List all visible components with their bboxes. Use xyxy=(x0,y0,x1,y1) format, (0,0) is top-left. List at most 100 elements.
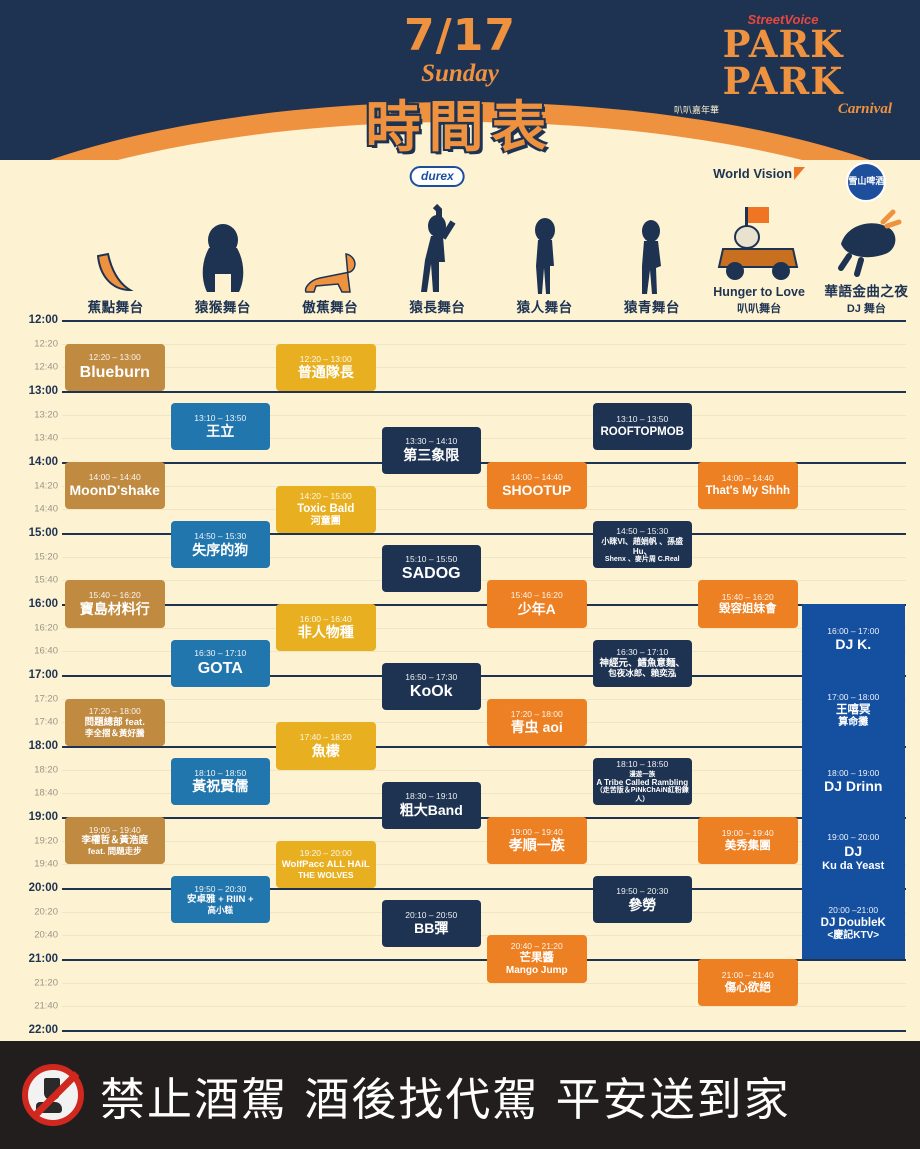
event-block[interactable]: 18:10 – 18:50 黃祝賢儒 xyxy=(170,757,270,806)
stage-column-7: 14:00 – 14:40 That's My Shhh 15:40 – 16:20… xyxy=(695,320,801,1030)
event-time: 20:40 – 21:20 xyxy=(510,940,563,951)
event-block[interactable]: 15:40 – 16:20 少年A xyxy=(487,580,587,628)
parkpark-label: PARK PARK xyxy=(722,22,844,103)
grid-line xyxy=(62,414,906,416)
stage-header-3[interactable]: 傲蕉舞台 xyxy=(277,160,384,320)
event-block[interactable]: 18:00 – 19:00 DJ Drinn xyxy=(801,746,905,817)
date-text: 7/17 xyxy=(404,10,516,61)
event-block[interactable]: 20:00 –21:00 DJ DoubleK <慶記KTV> xyxy=(801,888,905,959)
event-name: 李權哲＆黃浩庭 xyxy=(81,835,148,847)
event-name: 參勞 xyxy=(628,896,657,913)
event-block[interactable]: 15:40 – 16:20 寶島材料行 xyxy=(65,580,165,628)
event-name: WolfPacc ALL HAiL xyxy=(281,858,370,870)
event-block[interactable]: 15:10 – 15:50 SADOG xyxy=(381,544,481,593)
event-time: 18:00 – 19:00 xyxy=(827,767,880,778)
event-time: 15:40 – 16:20 xyxy=(721,591,774,602)
time-tick: 19:20 xyxy=(34,835,58,847)
event-block[interactable]: 14:50 – 15:30 小眯VI、趙娟帆 、孫盛Hu、 Shenx 、麥片周 C… xyxy=(592,521,692,569)
event-block[interactable]: 16:00 – 16:40 非人物種 xyxy=(276,604,376,652)
event-block[interactable]: 19:00 – 19:40 李權哲＆黃浩庭 feat. 問題走步 xyxy=(65,817,165,865)
event-block[interactable]: 19:00 – 19:40 美秀集團 xyxy=(698,817,798,865)
event-time: 18:10 – 18:50 xyxy=(616,759,669,770)
event-block[interactable]: 16:30 – 17:10 神經元、鱈魚意麵、 包夜冰郎、賴奕泓 xyxy=(592,639,692,687)
grid-line xyxy=(62,935,906,937)
event-block[interactable]: 14:00 – 14:40 That's My Shhh xyxy=(698,462,798,510)
stage-header-7[interactable]: World Vision Hunger to Love 叭叭舞台 xyxy=(706,160,813,320)
event-block[interactable]: 16:30 – 17:10 GOTA xyxy=(170,639,270,687)
ape-knuckle-icon xyxy=(298,200,362,296)
event-block[interactable]: 20:10 – 20:50 BB彈 xyxy=(381,899,481,948)
stage-header-5[interactable]: 猿人舞台 xyxy=(491,160,598,320)
event-subname: 高小糕 xyxy=(207,905,233,916)
event-block[interactable]: 17:20 – 18:00 青虫 aoi xyxy=(487,698,587,746)
grid-line xyxy=(62,1006,906,1008)
event-name: 第三象限 xyxy=(403,446,460,463)
event-block[interactable]: 13:10 – 13:50 王立 xyxy=(170,402,270,451)
event-block[interactable]: 14:00 – 14:40 MoonD'shake xyxy=(65,462,165,510)
event-name: BB彈 xyxy=(414,920,449,937)
footer-banner: 禁止酒駕 酒後找代駕 平安送到家 xyxy=(0,1041,920,1149)
event-block[interactable]: 17:40 – 18:20 魚檬 xyxy=(276,722,376,770)
event-block[interactable]: 14:50 – 15:30 失序的狗 xyxy=(170,521,270,569)
event-block[interactable]: 20:40 – 21:20 芒果醬 Mango Jump xyxy=(487,935,587,983)
event-block[interactable]: 19:20 – 20:00 WolfPacc ALL HAiL THE WOLVES xyxy=(276,840,376,888)
event-block[interactable]: 18:30 – 19:10 粗大Band xyxy=(381,781,481,829)
event-time: 13:30 – 14:10 xyxy=(405,436,458,447)
stage-name-label: Hunger to Love xyxy=(713,285,805,300)
time-tick: 21:40 xyxy=(34,1000,58,1012)
footer-text: 禁止酒駕 酒後找代駕 平安送到家 xyxy=(100,1072,791,1126)
event-name: 魚檬 xyxy=(311,742,340,759)
event-block[interactable]: 16:50 – 17:30 KoOk xyxy=(381,663,481,711)
event-block[interactable]: 19:00 – 19:40 孝順一族 xyxy=(487,817,587,865)
time-tick: 13:00 xyxy=(28,385,58,397)
event-time: 15:40 – 16:20 xyxy=(88,590,141,601)
event-block[interactable]: 19:00 – 20:00 DJ Ku da Yeast xyxy=(801,817,905,888)
grid-line xyxy=(62,698,906,700)
time-tick: 19:40 xyxy=(34,858,58,870)
event-block[interactable]: 14:00 – 14:40 SHOOTUP xyxy=(487,462,587,510)
event-time: 19:20 – 20:00 xyxy=(299,848,352,859)
stage-header-6[interactable]: 猿青舞台 xyxy=(598,160,705,320)
event-block[interactable]: 13:10 – 13:50 ROOFTOPMOB xyxy=(592,402,692,451)
time-tick: 16:20 xyxy=(34,622,58,634)
event-time: 18:10 – 18:50 xyxy=(194,767,247,778)
event-block[interactable]: 17:00 – 18:00 王嘻冥 算命攤 xyxy=(801,675,905,746)
event-block[interactable]: 15:40 – 16:20 毀容姐妹會 xyxy=(698,580,798,628)
event-time: 20:00 –21:00 xyxy=(828,905,879,916)
event-block[interactable]: 12:20 – 13:00 Blueburn xyxy=(65,343,165,391)
world-vision-sponsor-logo: World Vision xyxy=(713,166,806,181)
event-name: GOTA xyxy=(197,659,243,677)
ape-human-icon xyxy=(627,200,677,296)
stage-header-2[interactable]: 猿猴舞台 xyxy=(169,160,276,320)
event-time: 12:20 – 13:00 xyxy=(88,352,141,363)
stage-header-8[interactable]: 雪山啤酒 華語金曲之夜 DJ 舞台 xyxy=(813,160,920,320)
grid-line xyxy=(62,959,906,961)
event-block[interactable]: 13:30 – 14:10 第三象限 xyxy=(381,426,481,474)
event-subname: Mango Jump xyxy=(505,965,568,977)
time-tick: 18:40 xyxy=(34,787,58,799)
event-name: 粗大Band xyxy=(399,801,463,818)
stage-header-1[interactable]: 蕉點舞台 xyxy=(62,160,169,320)
stage-header-4[interactable]: durex 猿長舞台 xyxy=(384,160,491,320)
event-block[interactable]: 16:00 – 17:00 DJ K. xyxy=(801,604,905,675)
grid-line xyxy=(62,911,906,913)
event-block[interactable]: 12:20 – 13:00 普通隊長 xyxy=(276,343,376,391)
event-block[interactable]: 18:10 – 18:50 漫遊一族 A Tribe Called Rambling… xyxy=(592,757,692,806)
event-name: KoOk xyxy=(409,683,453,701)
event-time: 19:50 – 20:30 xyxy=(616,886,669,897)
event-time: 16:30 – 17:10 xyxy=(616,647,669,658)
event-name: 青虫 aoi xyxy=(510,719,563,736)
event-block[interactable]: 14:20 – 15:00 Toxic Bald 河童團 xyxy=(276,485,376,533)
event-block[interactable]: 21:00 – 21:40 傷心欲絕 xyxy=(698,959,798,1007)
event-name: DJ xyxy=(844,842,863,859)
event-name: SHOOTUP xyxy=(502,482,572,499)
weekday-text: Sunday xyxy=(421,60,499,87)
time-tick: 15:00 xyxy=(28,527,58,539)
event-subname: feat. 問題走步 xyxy=(87,845,142,856)
time-tick: 17:00 xyxy=(28,669,58,681)
event-name: 黃祝賢儒 xyxy=(192,778,249,795)
event-block[interactable]: 19:50 – 20:30 安卓雅 + RIIN + 高小糕 xyxy=(170,876,270,924)
time-tick: 12:40 xyxy=(34,361,58,373)
event-block[interactable]: 17:20 – 18:00 問題總部 feat. 李全摺＆黃好騰 xyxy=(65,698,165,746)
event-block[interactable]: 19:50 – 20:30 參勞 xyxy=(592,876,692,924)
